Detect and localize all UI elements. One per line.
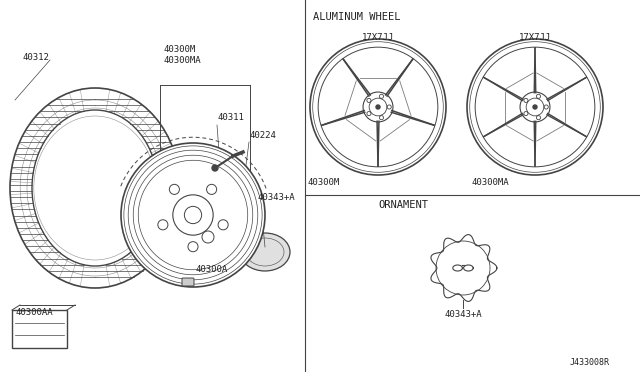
Circle shape [532,104,538,110]
Circle shape [173,195,213,235]
Text: 40300M: 40300M [163,45,195,54]
Text: 40224: 40224 [249,131,276,140]
Circle shape [433,238,493,298]
Circle shape [310,39,446,175]
Ellipse shape [240,233,290,271]
Circle shape [375,104,381,110]
Text: 40300M: 40300M [308,178,340,187]
Circle shape [202,231,214,243]
Circle shape [170,185,179,195]
Text: ORNAMENT: ORNAMENT [378,200,428,210]
FancyBboxPatch shape [182,278,194,286]
Bar [12,310,67,348]
Text: 40300MA: 40300MA [163,56,200,65]
Circle shape [212,165,218,171]
Circle shape [207,185,217,195]
Text: 40300AA: 40300AA [15,308,52,317]
Text: 40343+A: 40343+A [258,193,296,202]
Text: 40312: 40312 [22,53,49,62]
Circle shape [158,220,168,230]
Ellipse shape [32,110,158,266]
Text: ALUMINUM WHEEL: ALUMINUM WHEEL [313,12,401,22]
Circle shape [188,242,198,252]
Circle shape [121,143,265,287]
Circle shape [520,92,550,122]
Text: 40300A: 40300A [195,265,227,274]
Text: 17X7JJ: 17X7JJ [519,33,551,42]
Circle shape [363,92,393,122]
Text: 40300MA: 40300MA [472,178,509,187]
Text: 40343+A: 40343+A [444,310,482,319]
Text: 17X7JJ: 17X7JJ [362,33,394,42]
Text: 40311: 40311 [217,113,244,122]
Circle shape [467,39,603,175]
Text: J433008R: J433008R [570,358,610,367]
Circle shape [218,220,228,230]
